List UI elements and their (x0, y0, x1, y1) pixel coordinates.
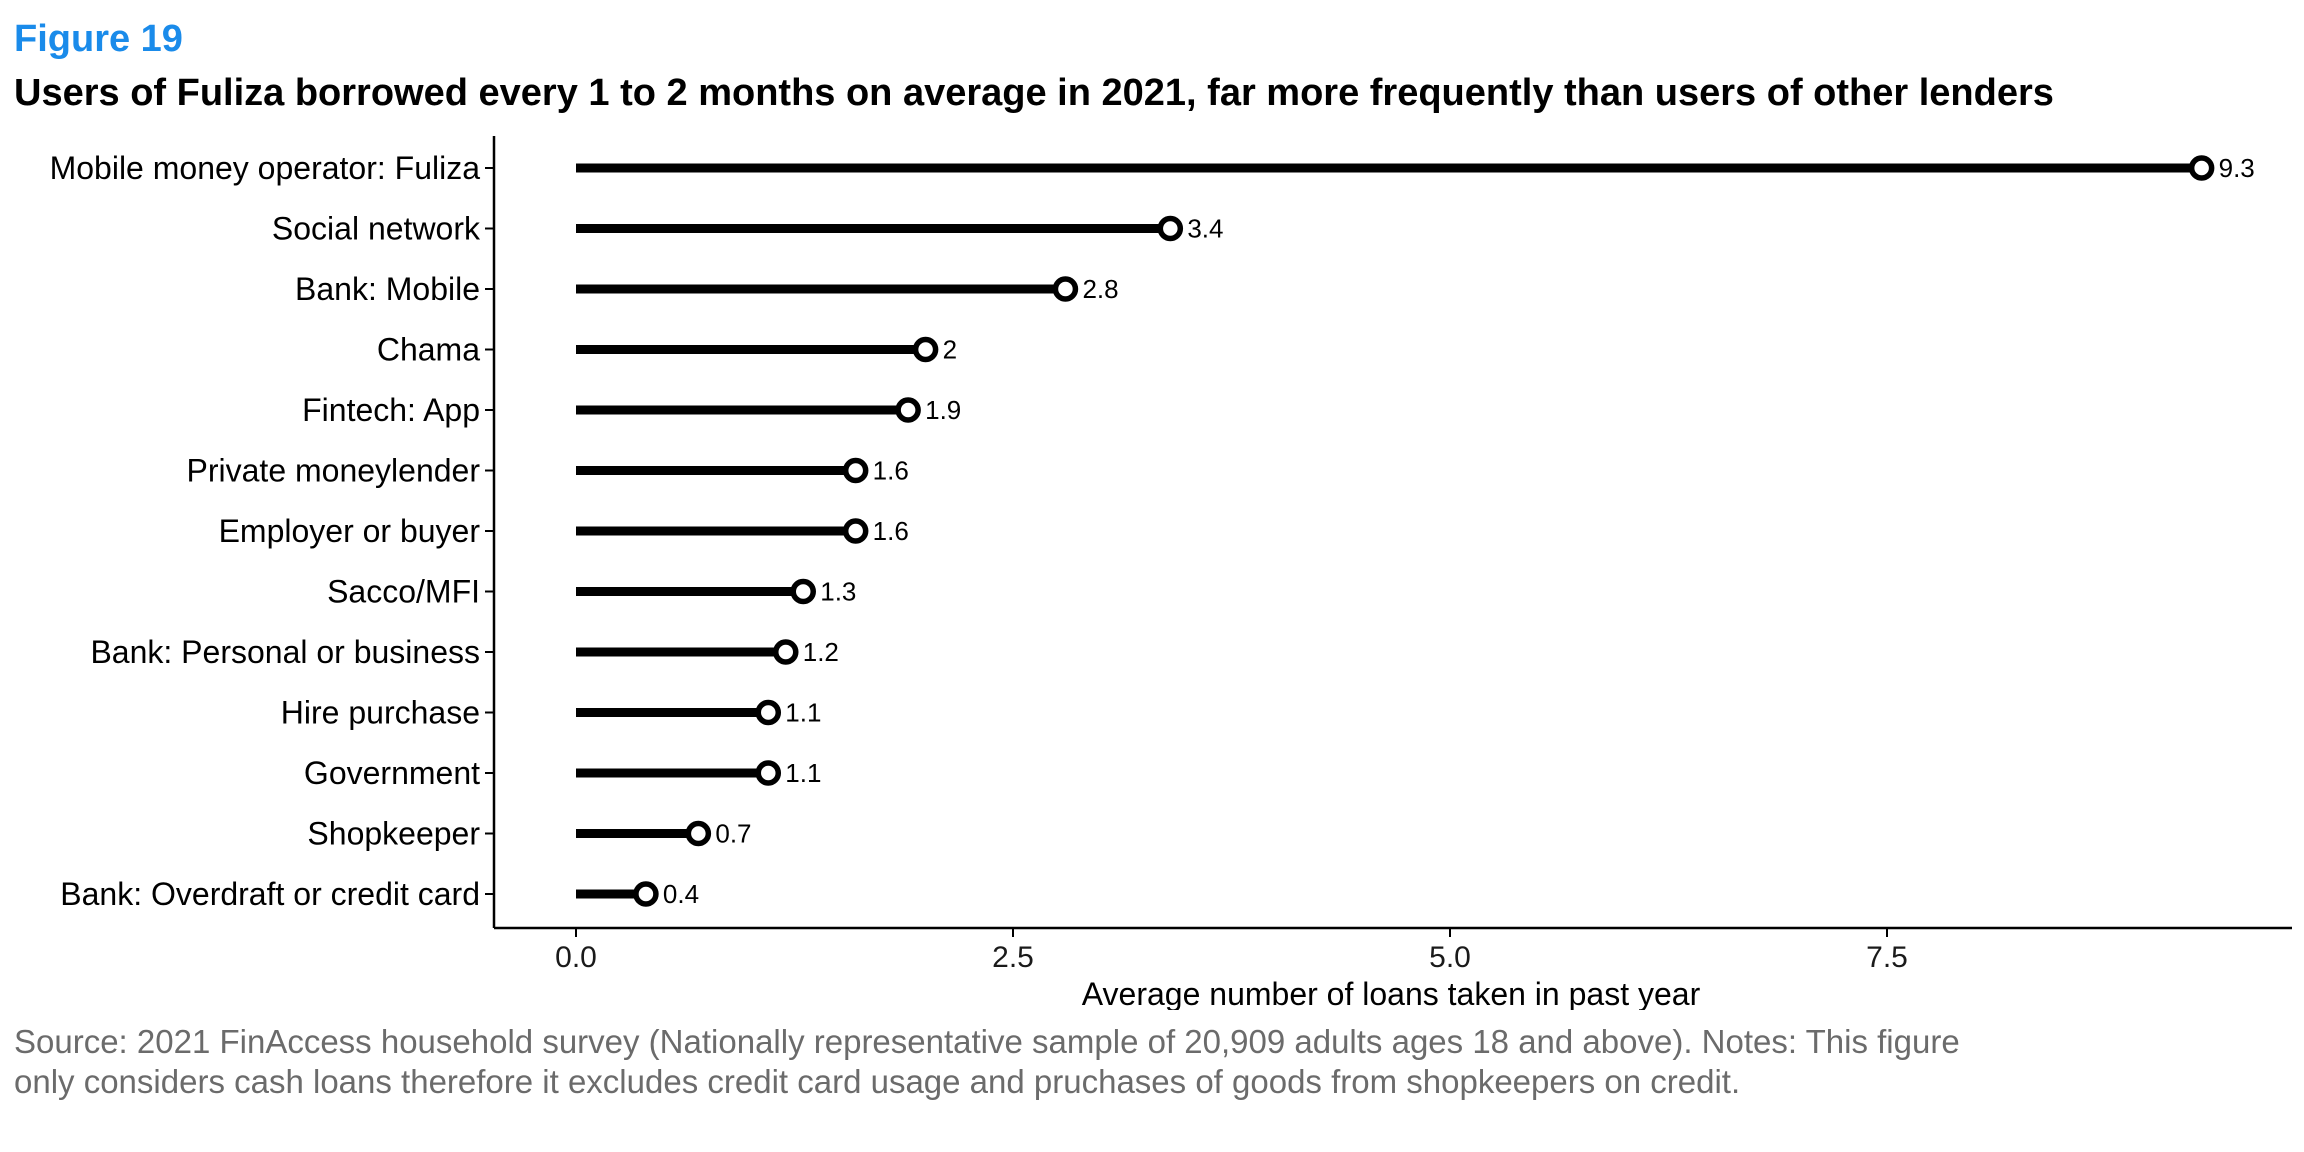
category-label: Bank: Overdraft or credit card (60, 876, 480, 912)
lollipop-point (895, 397, 921, 423)
data-label: 1.2 (803, 637, 839, 667)
category-label: Chama (377, 332, 480, 368)
chart-title: Users of Fuliza borrowed every 1 to 2 mo… (14, 72, 2054, 114)
category-label: Hire purchase (281, 695, 480, 731)
category-label: Fintech: App (302, 392, 480, 428)
data-label: 2 (943, 335, 957, 365)
category-label: Employer or buyer (219, 513, 481, 549)
data-label: 3.4 (1187, 214, 1223, 244)
category-label: Bank: Mobile (295, 271, 480, 307)
x-axis-title: Average number of loans taken in past ye… (1082, 976, 1701, 1010)
lollipop-point (790, 578, 816, 605)
data-label: 1.6 (873, 456, 909, 486)
data-label: 1.6 (873, 516, 909, 546)
chart-marks: 9.3 3.4 2.8 2 1.9 1.6 1.6 1.3 1.2 1.1 1.1 0.7 0.4 (576, 153, 2255, 909)
source-note: Source: 2021 FinAccess household survey … (14, 1023, 1960, 1100)
category-label: Social network (272, 211, 481, 247)
data-label: 2.8 (1082, 274, 1118, 304)
data-label: 1.3 (820, 577, 856, 607)
figure-number: Figure 19 (14, 18, 183, 60)
data-label: 9.3 (2219, 153, 2255, 183)
lollipop-point (912, 336, 939, 363)
lollipop-point (755, 699, 782, 726)
data-label: 1.1 (785, 698, 821, 728)
lollipop-point (2188, 155, 2215, 181)
x-tick-label: 0.0 (555, 941, 597, 974)
lollipop-point (1157, 215, 1184, 242)
category-label: Shopkeeper (307, 816, 480, 852)
lollipop-point (1052, 276, 1079, 302)
category-label: Private moneylender (187, 453, 481, 489)
x-tick-label: 5.0 (1429, 941, 1471, 974)
data-label: 0.4 (663, 879, 699, 909)
x-tick-label: 7.5 (1866, 941, 1908, 974)
category-label: Bank: Personal or business (90, 634, 480, 670)
lollipop-chart: 9.3 3.4 2.8 2 1.9 1.6 1.6 1.3 1.2 1.1 1.1 0.7 0.4 Mo… (50, 136, 2292, 1010)
category-label: Government (304, 755, 480, 791)
lollipop-point (685, 820, 712, 847)
x-tick-label: 2.5 (992, 941, 1034, 974)
data-label: 1.9 (925, 395, 961, 425)
data-label: 0.7 (715, 819, 751, 849)
lollipop-point (755, 760, 782, 786)
lollipop-point (773, 639, 799, 665)
chart-ticks: Mobile money operator: Fuliza Social netw… (50, 150, 1908, 974)
data-label: 1.1 (785, 758, 821, 788)
category-label: Sacco/MFI (327, 574, 480, 610)
category-label: Mobile money operator: Fuliza (50, 150, 481, 186)
lollipop-point (842, 518, 869, 544)
lollipop-point (842, 457, 869, 484)
lollipop-point (633, 881, 659, 907)
